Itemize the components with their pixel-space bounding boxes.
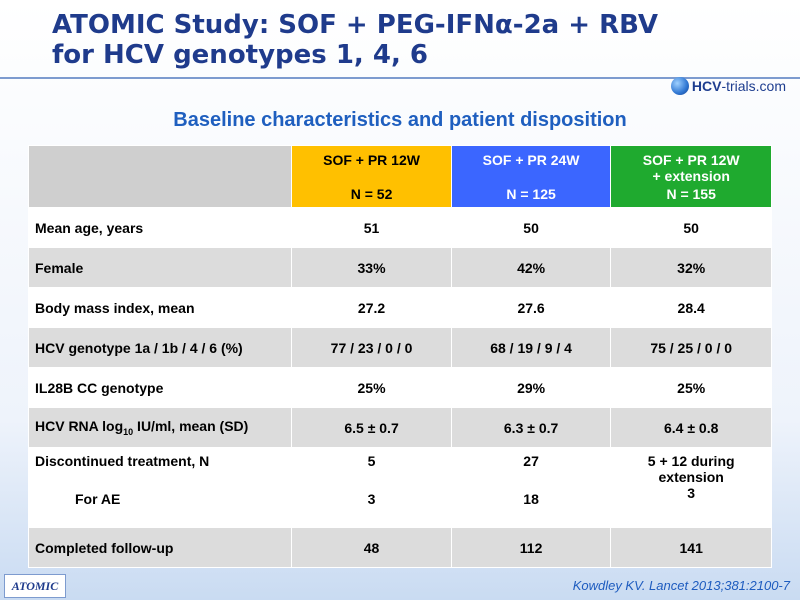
header-arm-3-n: N = 155 [666, 185, 716, 202]
header-arm-2-n: N = 125 [506, 185, 556, 202]
table-row: Mean age, years 51 50 50 [27, 207, 772, 248]
row-label: Discontinued treatment, N For AE [27, 447, 293, 528]
row-label-pre: HCV RNA log [35, 418, 124, 435]
cell-value: 51 [291, 207, 452, 248]
citation: Kowdley KV. Lancet 2013;381:2100-7 [572, 578, 790, 593]
cell-sub-value: 3 [687, 485, 696, 501]
cell-value: 6.3 ± 0.7 [450, 407, 612, 448]
title-line-1: ATOMIC Study: SOF + PEG-IFNα-2a + RBV [52, 10, 658, 40]
row-label: Body mass index, mean [27, 287, 293, 328]
baseline-table: SOF + PR 12W N = 52 SOF + PR 24W N = 125… [27, 145, 772, 568]
table-row: Body mass index, mean 27.2 27.6 28.4 [27, 287, 772, 328]
cell-value: 5 + 12 during extension 3 [610, 447, 772, 528]
table-row: IL28B CC genotype 25% 29% 25% [27, 367, 772, 408]
cell-main-value: 27 [523, 453, 539, 469]
globe-icon [670, 77, 689, 95]
header-arm-2-label: SOF + PR 24W [482, 151, 580, 168]
header-arm-1-label: SOF + PR 12W [323, 151, 420, 168]
atomic-badge: ATOMIC [4, 574, 66, 598]
header-arm-3-label: SOF + PR 12W [642, 151, 740, 168]
cell-value: 68 / 19 / 9 / 4 [450, 327, 612, 368]
cell-value: 6.5 ± 0.7 [291, 407, 452, 448]
table-header-row: SOF + PR 12W N = 52 SOF + PR 24W N = 125… [27, 145, 772, 208]
slide-title: ATOMIC Study: SOF + PEG-IFNα-2a + RBV fo… [52, 10, 712, 70]
header-arm-2: SOF + PR 24W N = 125 [450, 145, 612, 208]
cell-value: 48 [291, 527, 452, 568]
title-separator [0, 77, 800, 79]
row-label: Female [27, 247, 293, 288]
hcv-trials-logo: HCV -trials.com [670, 77, 786, 95]
cell-sub-value: 3 [367, 491, 376, 507]
cell-value: 75 / 25 / 0 / 0 [610, 327, 772, 368]
cell-value: 28.4 [610, 287, 772, 328]
table-row: Discontinued treatment, N For AE 5 3 27 … [27, 447, 772, 528]
header-arm-1: SOF + PR 12W N = 52 [291, 145, 452, 208]
row-sublabel: For AE [75, 491, 121, 507]
cell-value: 27 18 [450, 447, 612, 528]
cell-value: 42% [450, 247, 612, 288]
table-row: HCV RNA log10 IU/ml, mean (SD) 6.5 ± 0.7… [27, 407, 772, 448]
row-label: HCV RNA log10 IU/ml, mean (SD) [27, 407, 293, 448]
cell-value: 27.2 [291, 287, 452, 328]
title-line-2: for HCV genotypes 1, 4, 6 [52, 40, 428, 70]
cell-value: 29% [450, 367, 612, 408]
cell-value: 27.6 [450, 287, 612, 328]
cell-value: 25% [291, 367, 452, 408]
table-row: Completed follow-up 48 112 141 [27, 527, 772, 568]
table-row: HCV genotype 1a / 1b / 4 / 6 (%) 77 / 23… [27, 327, 772, 368]
cell-value: 6.4 ± 0.8 [610, 407, 772, 448]
row-label: Mean age, years [27, 207, 293, 248]
row-label-main: Discontinued treatment, N [35, 453, 210, 469]
logo-brand: HCV [691, 78, 722, 94]
header-arm-3: SOF + PR 12W + extension N = 155 [610, 145, 772, 208]
cell-value: 5 3 [291, 447, 452, 528]
header-empty-cell [27, 145, 293, 208]
row-label-post: IU/ml, mean (SD) [133, 418, 249, 435]
cell-value: 112 [450, 527, 612, 568]
cell-main-value: 5 [367, 453, 376, 469]
cell-sub-value: 18 [523, 491, 539, 507]
cell-value: 141 [610, 527, 772, 568]
cell-value: 32% [610, 247, 772, 288]
cell-value: 50 [610, 207, 772, 248]
row-label: HCV genotype 1a / 1b / 4 / 6 (%) [27, 327, 293, 368]
header-arm-1-n: N = 52 [350, 185, 393, 202]
cell-value: 25% [610, 367, 772, 408]
row-label: IL28B CC genotype [27, 367, 293, 408]
slide-subtitle: Baseline characteristics and patient dis… [173, 109, 627, 131]
cell-value: 50 [450, 207, 612, 248]
cell-main-value: 5 + 12 during extension [647, 453, 735, 485]
row-label: Completed follow-up [27, 527, 293, 568]
row-label-sub: 10 [123, 426, 134, 437]
cell-value: 33% [291, 247, 452, 288]
logo-rest: -trials.com [721, 78, 786, 94]
table-row: Female 33% 42% 32% [27, 247, 772, 288]
header-arm-3-label2: + extension [652, 167, 730, 184]
cell-value: 77 / 23 / 0 / 0 [291, 327, 452, 368]
